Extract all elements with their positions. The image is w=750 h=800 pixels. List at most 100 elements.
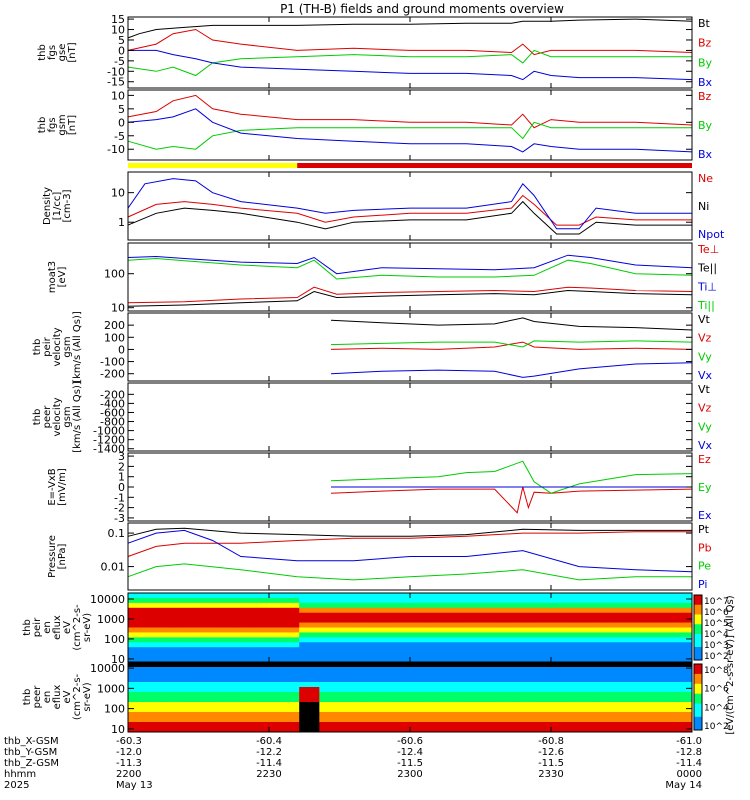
spectrogram-cell	[279, 702, 290, 708]
spectrogram-cell	[520, 682, 532, 688]
spectrogram-cell	[490, 687, 502, 693]
spectrogram-cell	[329, 722, 340, 728]
spectrogram-cell	[540, 617, 552, 624]
spectrogram-cell	[621, 602, 633, 609]
spectrogram-cell	[631, 593, 643, 599]
spectrogram-cell	[601, 667, 612, 673]
spectrogram-cell	[148, 692, 159, 698]
spectrogram-cell	[258, 717, 270, 723]
spectrogram-cell	[178, 722, 189, 728]
spectrogram-cell	[681, 632, 693, 638]
spectrogram-cell	[128, 692, 139, 698]
colorbar-cell	[694, 624, 702, 628]
spectrogram-cell	[641, 647, 653, 653]
spectrogram-cell	[561, 602, 572, 609]
colorbar-tick-label: 10^7	[704, 597, 729, 607]
spectrogram-cell	[601, 702, 612, 708]
spectrogram-cell	[359, 712, 371, 718]
spectrogram-cell	[450, 702, 461, 708]
spectrogram-cell	[460, 692, 471, 698]
spectrogram-cell	[198, 712, 210, 718]
spectrogram-cell	[158, 667, 169, 673]
spectrogram-cell	[681, 682, 693, 688]
spectrogram-cell	[258, 667, 270, 673]
spectrogram-cell	[450, 602, 461, 609]
spectrogram-cell	[530, 697, 542, 703]
spectrogram-cell	[379, 662, 391, 668]
spectrogram-cell	[158, 597, 169, 604]
spectrogram-cell	[138, 697, 149, 703]
spectrogram-cell	[389, 697, 401, 703]
spectrogram-cell	[158, 602, 169, 609]
colorbar-tick-label: 10^2	[704, 722, 729, 732]
spectrogram-cell	[188, 687, 199, 693]
spectrogram-cell	[168, 702, 179, 708]
spectrogram-cell	[551, 687, 562, 693]
colorbar-cell	[694, 673, 702, 678]
spectrogram-cell	[389, 662, 401, 668]
spectrogram-cell	[410, 637, 421, 643]
spectrogram-cell	[631, 617, 643, 624]
spectrogram-cell	[470, 717, 481, 723]
spectrogram-cell	[389, 627, 401, 633]
spectrogram-cell	[359, 722, 371, 728]
spectrogram-cell	[158, 697, 169, 703]
colorbar-tick-label: 10^2	[704, 652, 729, 662]
spectrogram-cell	[138, 717, 149, 723]
spectrogram-cell	[198, 727, 210, 733]
spectrogram-cell	[188, 727, 199, 733]
spectrogram-cell	[460, 612, 471, 619]
spectrogram-cell	[319, 712, 330, 718]
spectrogram-cell	[621, 682, 633, 688]
spectrogram-cell	[128, 717, 139, 723]
spectrogram-cell	[420, 722, 431, 728]
y-tick-label: 0.01	[101, 561, 126, 574]
spectrogram-cell	[440, 632, 451, 638]
legend-label-Vz: Vz	[698, 332, 712, 345]
spectrogram-cell	[248, 593, 260, 599]
spectrogram-cell	[530, 597, 542, 604]
spectrogram-cell	[178, 622, 189, 628]
spectrogram-cell	[671, 612, 683, 619]
y-axis-label-line: [eV]	[57, 267, 68, 288]
spectrogram-cell	[611, 597, 622, 604]
spectrogram-cell	[319, 687, 330, 693]
spectrogram-cell	[279, 622, 290, 628]
spectrogram-cell	[420, 642, 431, 648]
spectrogram-cell	[410, 697, 421, 703]
spectrogram-cell	[158, 637, 169, 643]
spectrogram-cell	[430, 707, 441, 713]
spectrogram-cell	[571, 687, 582, 693]
spectrogram-cell	[148, 632, 159, 638]
spectrogram-cell	[269, 602, 280, 609]
spectrogram-cell	[258, 687, 270, 693]
spectrogram-cell	[651, 692, 663, 698]
spectrogram-cell	[228, 597, 240, 604]
spectrogram-cell	[440, 717, 451, 723]
y-tick-label: 0	[118, 481, 125, 494]
spectrogram-cell	[258, 682, 270, 688]
spectrogram-cell	[188, 667, 199, 673]
y-tick-label: 1	[118, 216, 125, 229]
spectrogram-cell	[329, 727, 340, 733]
spectrogram-cell	[319, 617, 330, 624]
spectrogram-cell	[621, 632, 633, 638]
series-line-Ey	[330, 460, 693, 494]
spectrogram-cell	[661, 717, 673, 723]
spectrogram-cell	[631, 647, 643, 653]
spectrogram-cell	[309, 692, 320, 698]
spectrogram-cell	[410, 593, 421, 599]
spectrogram-cell	[450, 687, 461, 693]
spectrogram-cell	[208, 672, 220, 678]
spectrogram-cell	[470, 712, 481, 718]
spectrogram-cell	[158, 593, 169, 599]
spectrogram-cell	[148, 607, 159, 614]
spectrogram-cell	[631, 607, 643, 614]
spectrogram-cell	[420, 593, 431, 599]
spectrogram-cell	[510, 602, 522, 609]
spectrogram-cell	[349, 602, 361, 609]
spectrogram-cell	[480, 627, 492, 633]
spectrogram-cell	[430, 712, 441, 718]
spectrogram-cell	[309, 593, 320, 599]
